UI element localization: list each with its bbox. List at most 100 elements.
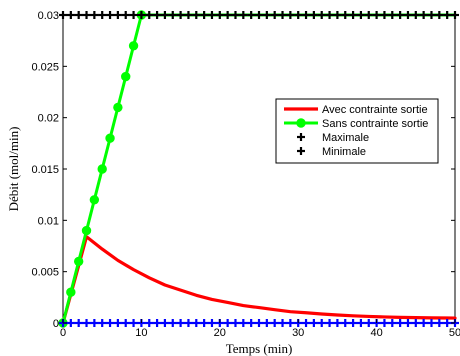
data-point-maximale (411, 11, 420, 19)
data-point-maximale (270, 11, 279, 19)
data-point-maximale (419, 11, 428, 19)
x-tick-label: 0 (60, 327, 66, 339)
data-point-minimale (168, 319, 177, 327)
legend-label-maximale: Maximale (322, 132, 369, 144)
data-point-minimale (380, 319, 389, 327)
x-axis-label: Temps (min) (226, 341, 293, 356)
data-point-minimale (325, 319, 334, 327)
data-point-minimale (419, 319, 428, 327)
series-line-avec-contrainte-sortie (61, 235, 457, 325)
data-point-minimale (90, 319, 99, 327)
y-tick-label: 0.025 (31, 61, 59, 73)
data-point-maximale (356, 11, 365, 19)
data-point-minimale (223, 319, 232, 327)
plot-frame-layer (62, 14, 456, 324)
data-point-maximale (262, 11, 271, 19)
data-point-maximale (74, 11, 83, 19)
data-point-minimale (207, 319, 216, 327)
data-point-minimale (403, 319, 412, 327)
data-point-minimale (247, 319, 256, 327)
x-tick-label: 20 (214, 327, 226, 339)
data-point-minimale (349, 319, 358, 327)
data-point-maximale (113, 11, 122, 19)
data-point-maximale (317, 11, 326, 19)
x-tick-label: 30 (292, 327, 304, 339)
data-point-maximale (380, 11, 389, 19)
data-point-minimale (106, 319, 115, 327)
legend-label-minimale: Minimale (322, 146, 366, 158)
data-point-minimale (278, 319, 287, 327)
data-point-minimale (153, 319, 162, 327)
data-point-minimale (435, 319, 444, 327)
data-point-maximale (98, 11, 107, 19)
data-point-minimale (443, 319, 452, 327)
data-point-maximale (443, 11, 452, 19)
y-tick-label: 0.02 (38, 113, 59, 125)
data-point-maximale (325, 11, 334, 19)
data-point-minimale (255, 319, 263, 327)
data-point-minimale (121, 319, 130, 327)
legend-item-sans-contrainte: Sans contrainte sortie (284, 118, 428, 130)
data-point-maximale (231, 11, 240, 19)
data-point-minimale (341, 319, 350, 327)
data-point-minimale (66, 319, 75, 327)
data-point-maximale (145, 11, 154, 19)
data-point-sans-contrainte-sortie (81, 225, 92, 236)
data-point-minimale (396, 319, 405, 327)
data-point-sans-contrainte-sortie (89, 195, 100, 205)
data-point-maximale (129, 11, 138, 19)
data-point-minimale (231, 319, 240, 327)
data-point-minimale (184, 319, 193, 327)
legend: Avec contrainte sortie Sans contrainte s… (275, 98, 439, 164)
data-point-minimale (98, 319, 107, 327)
data-point-maximale (184, 11, 193, 19)
data-point-minimale (145, 319, 154, 327)
data-point-maximale (247, 11, 256, 19)
data-point-maximale (153, 11, 162, 19)
x-tick-label: 10 (135, 327, 147, 339)
series-maximale (59, 11, 459, 19)
y-tick-label: 0.03 (38, 10, 59, 22)
data-point-minimale (411, 319, 420, 327)
data-point-maximale (286, 11, 295, 19)
data-point-minimale (302, 319, 311, 327)
data-point-sans-contrainte-sortie (66, 287, 76, 297)
legend-marker-sans-contrainte (296, 118, 306, 128)
x-tick-label: 40 (370, 327, 382, 339)
y-axis-label: Débit (mol/min) (6, 127, 21, 212)
data-point-minimale (113, 319, 122, 327)
plot-frame (62, 14, 456, 324)
legend-item-maximale: Maximale (297, 132, 369, 144)
data-point-minimale (192, 319, 201, 327)
legend-marker-maximale (297, 133, 305, 141)
data-point-maximale (364, 11, 373, 19)
data-point-maximale (168, 11, 177, 19)
data-point-maximale (309, 11, 318, 19)
data-point-minimale (309, 319, 318, 327)
y-tick-label: 0.015 (31, 164, 59, 176)
data-point-minimale (364, 319, 373, 327)
data-point-sans-contrainte-sortie (128, 41, 139, 51)
data-point-maximale (403, 11, 412, 19)
data-point-maximale (341, 11, 350, 19)
data-point-maximale (302, 11, 311, 19)
data-point-maximale (223, 11, 232, 19)
series-avec-contrainte-sortie (61, 235, 457, 325)
data-point-sans-contrainte-sortie (97, 164, 107, 174)
labels-layer: Temps (min) Débit (mol/min) (6, 127, 292, 356)
data-point-maximale (435, 11, 444, 19)
legend-label-avec-contrainte: Avec contrainte sortie (322, 104, 428, 116)
data-point-maximale (121, 11, 130, 19)
data-point-minimale (74, 319, 83, 327)
data-point-maximale (349, 11, 358, 19)
y-tick-label: 0.01 (38, 215, 59, 227)
data-point-maximale (427, 11, 436, 19)
data-point-minimale (286, 319, 295, 327)
data-point-minimale (262, 319, 271, 327)
data-point-maximale (66, 11, 75, 19)
data-point-minimale (176, 319, 185, 327)
data-point-maximale (200, 11, 209, 19)
data-point-minimale (270, 319, 279, 327)
